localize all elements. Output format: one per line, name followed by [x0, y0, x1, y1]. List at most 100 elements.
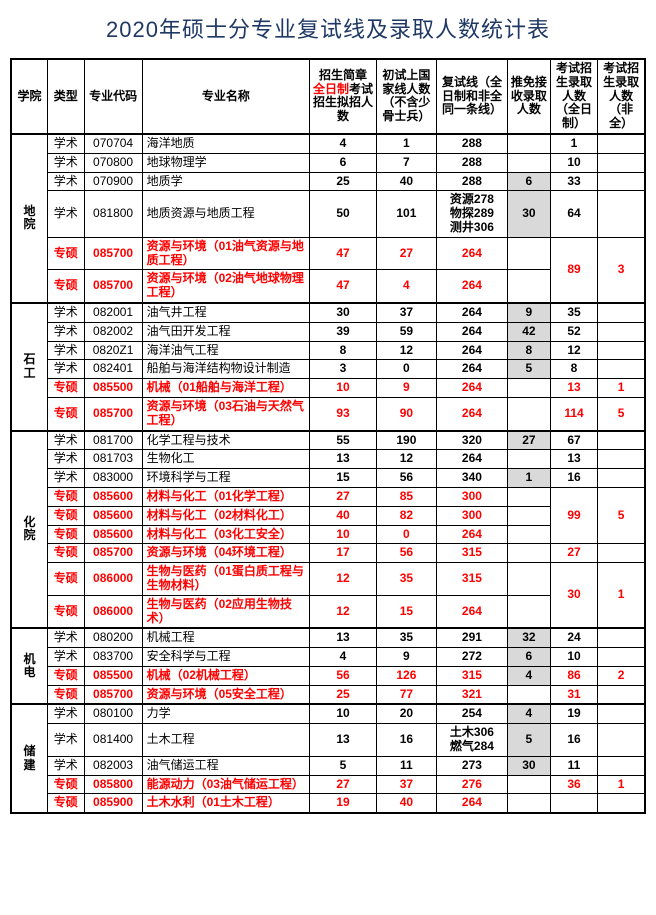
table-row: 专硕085900土木水利（01土木工程）1940264 — [11, 794, 645, 813]
line-cell: 11 — [376, 756, 436, 775]
type-cell: 专硕 — [48, 270, 85, 303]
table-row: 专硕085600材料与化工（01化学工程）2785300995 — [11, 487, 645, 506]
major-cell: 地球物理学 — [142, 153, 310, 172]
code-cell: 086000 — [84, 563, 142, 596]
plan-cell: 6 — [310, 153, 377, 172]
code-cell: 086000 — [84, 595, 142, 628]
plan-cell: 56 — [310, 666, 377, 685]
ft-cell: 12 — [550, 341, 597, 360]
cut-cell: 264 — [436, 360, 507, 379]
table-row: 专硕085700资源与环境（01油气资源与地质工程）4727264893 — [11, 237, 645, 270]
tm-cell — [507, 487, 550, 506]
line-cell: 190 — [376, 431, 436, 450]
tm-cell: 32 — [507, 628, 550, 647]
table-row: 学术070900地质学2540288633 — [11, 172, 645, 191]
type-cell: 学术 — [48, 134, 85, 153]
major-cell: 资源与环境（04环境工程） — [142, 544, 310, 563]
cut-cell: 300 — [436, 487, 507, 506]
code-cell: 080100 — [84, 704, 142, 723]
plan-cell: 47 — [310, 270, 377, 303]
table-row: 学术083700安全科学与工程49272610 — [11, 648, 645, 667]
ft-cell: 27 — [550, 544, 597, 563]
pt-cell — [598, 704, 645, 723]
table-row: 专硕085600材料与化工（02材料化工）4082300 — [11, 506, 645, 525]
table-row: 专硕085600材料与化工（03化工安全）100264 — [11, 525, 645, 544]
pt-cell: 1 — [598, 775, 645, 794]
code-cell: 085700 — [84, 397, 142, 430]
th-college: 学院 — [11, 59, 48, 134]
tm-cell — [507, 450, 550, 469]
major-cell: 油气田开发工程 — [142, 322, 310, 341]
plan-cell: 25 — [310, 685, 377, 704]
pt-cell: 1 — [598, 379, 645, 398]
type-cell: 学术 — [48, 431, 85, 450]
cut-cell: 288 — [436, 134, 507, 153]
line-cell: 16 — [376, 724, 436, 757]
table-row: 专硕085500机械（02机械工程）561263154862 — [11, 666, 645, 685]
type-cell: 专硕 — [48, 525, 85, 544]
college-cell: 化院 — [11, 431, 48, 629]
code-cell: 085600 — [84, 487, 142, 506]
ft-cell: 86 — [550, 666, 597, 685]
major-cell: 海洋油气工程 — [142, 341, 310, 360]
table-row: 专硕085700资源与环境（02油气地球物理工程）474264 — [11, 270, 645, 303]
cut-cell: 264 — [436, 450, 507, 469]
pt-cell — [598, 191, 645, 237]
code-cell: 085900 — [84, 794, 142, 813]
code-cell: 082401 — [84, 360, 142, 379]
major-cell: 油气井工程 — [142, 303, 310, 322]
line-cell: 40 — [376, 172, 436, 191]
th-plan: 招生简章 全日制考试招生拟招人数 — [310, 59, 377, 134]
college-cell: 地院 — [11, 134, 48, 303]
code-cell: 083700 — [84, 648, 142, 667]
tm-cell — [507, 525, 550, 544]
pt-cell: 5 — [598, 487, 645, 543]
cut-cell: 340 — [436, 469, 507, 488]
plan-cell: 55 — [310, 431, 377, 450]
ft-cell: 36 — [550, 775, 597, 794]
major-cell: 力学 — [142, 704, 310, 723]
tm-cell: 8 — [507, 341, 550, 360]
ft-cell: 52 — [550, 322, 597, 341]
table-row: 学术081400土木工程1316土木306燃气284516 — [11, 724, 645, 757]
tm-cell: 30 — [507, 756, 550, 775]
pt-cell — [598, 134, 645, 153]
cut-cell: 254 — [436, 704, 507, 723]
type-cell: 学术 — [48, 341, 85, 360]
ft-cell: 33 — [550, 172, 597, 191]
major-cell: 生物与医药（02应用生物技术） — [142, 595, 310, 628]
table-row: 专硕086000生物与医药（02应用生物技术）1215264 — [11, 595, 645, 628]
plan-cell: 27 — [310, 775, 377, 794]
line-cell: 126 — [376, 666, 436, 685]
line-cell: 15 — [376, 595, 436, 628]
table-row: 学术081800地质资源与地质工程50101资源278物探289测井306306… — [11, 191, 645, 237]
line-cell: 12 — [376, 450, 436, 469]
plan-cell: 30 — [310, 303, 377, 322]
code-cell: 080200 — [84, 628, 142, 647]
th-plan-a: 招生简章 — [319, 68, 367, 82]
tm-cell: 1 — [507, 469, 550, 488]
type-cell: 学术 — [48, 628, 85, 647]
type-cell: 学术 — [48, 191, 85, 237]
plan-cell: 5 — [310, 756, 377, 775]
cut-cell: 288 — [436, 153, 507, 172]
table-row: 化院学术081700化学工程与技术551903202767 — [11, 431, 645, 450]
pt-cell: 3 — [598, 237, 645, 303]
pt-cell — [598, 360, 645, 379]
plan-cell: 47 — [310, 237, 377, 270]
major-cell: 机械（02机械工程） — [142, 666, 310, 685]
code-cell: 0820Z1 — [84, 341, 142, 360]
code-cell: 085800 — [84, 775, 142, 794]
cut-cell: 资源278物探289测井306 — [436, 191, 507, 237]
tm-cell — [507, 506, 550, 525]
ft-cell: 114 — [550, 397, 597, 430]
major-cell: 安全科学与工程 — [142, 648, 310, 667]
type-cell: 专硕 — [48, 595, 85, 628]
plan-cell: 10 — [310, 379, 377, 398]
line-cell: 59 — [376, 322, 436, 341]
plan-cell: 3 — [310, 360, 377, 379]
type-cell: 专硕 — [48, 506, 85, 525]
tm-cell — [507, 237, 550, 270]
table-row: 专硕085700资源与环境（05安全工程）257732131 — [11, 685, 645, 704]
cut-cell: 264 — [436, 595, 507, 628]
